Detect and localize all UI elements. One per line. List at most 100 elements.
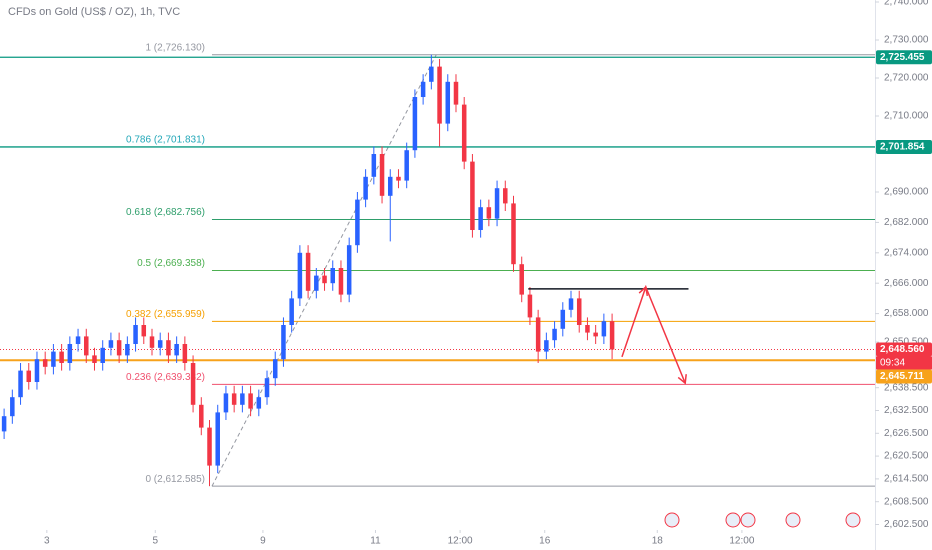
candle-body (215, 412, 220, 466)
candle-body (527, 294, 533, 318)
candle-body (371, 154, 377, 177)
y-tick-label: 2,690.000 (884, 187, 929, 198)
y-tick-label: 2,682.000 (884, 217, 929, 228)
candle-body (576, 298, 582, 325)
candle-body (264, 378, 270, 398)
candle-body (1, 416, 7, 432)
x-tick-label: 5 (153, 536, 159, 547)
y-tick-label: 2,602.500 (884, 519, 929, 530)
fib-label: 1 (2,726.130) (145, 42, 205, 53)
candle-body (445, 81, 451, 124)
candle-body (116, 340, 122, 356)
candle-body (544, 340, 549, 352)
y-tick-label: 2,608.500 (884, 496, 929, 507)
candle-body (51, 351, 56, 367)
candle-body (387, 176, 393, 196)
x-tick-label: 18 (652, 536, 664, 547)
event-icon[interactable] (740, 512, 756, 528)
candle-body (272, 359, 278, 379)
candle-body (494, 188, 500, 219)
chart-title: CFDs on Gold (US$ / OZ), 1h, TVC (8, 6, 180, 18)
candle-body (396, 176, 401, 181)
candle-body (453, 81, 459, 105)
fib-label: 0.382 (2,655.959) (126, 309, 205, 320)
fib-label: 0 (2,612.585) (145, 474, 205, 485)
candle-body (182, 343, 188, 363)
candle-body (338, 268, 344, 295)
x-tick-label: 11 (370, 536, 381, 547)
arrow-head (677, 374, 687, 385)
y-tick-label: 2,658.000 (884, 308, 929, 319)
fib-label: 0.618 (2,682.756) (126, 207, 205, 218)
candle-body (92, 355, 97, 363)
candle-body (166, 340, 171, 356)
countdown-label: 09:34 (880, 358, 905, 369)
x-tick-label: 12:00 (729, 536, 754, 547)
y-tick-label: 2,614.500 (884, 474, 929, 485)
event-icon[interactable] (785, 512, 801, 528)
candle-body (404, 150, 409, 181)
price-badge-label: 2,701.854 (880, 142, 925, 153)
y-tick-label: 2,730.000 (884, 35, 929, 46)
candle-body (174, 343, 179, 356)
price-badge (876, 342, 932, 357)
candle-body (297, 252, 303, 299)
candle-body (478, 207, 483, 231)
candle-body (207, 427, 212, 466)
candle-body (289, 298, 294, 325)
candle-body (486, 207, 492, 219)
candle-body (26, 370, 32, 382)
candle-body (511, 203, 516, 265)
x-tick-label: 12:00 (448, 536, 473, 547)
event-icon[interactable] (664, 512, 680, 528)
candle-body (535, 317, 541, 352)
candle-body (149, 336, 155, 348)
x-tick-label: 3 (44, 536, 50, 547)
candle-body (75, 336, 81, 344)
y-tick-label: 2,650.500 (884, 337, 929, 348)
candle-body (429, 66, 434, 82)
candle-body (42, 359, 48, 367)
candle-body (355, 199, 360, 246)
candle-body (437, 66, 442, 124)
candle-body (593, 332, 598, 337)
fib-label: 0.5 (2,669.358) (137, 258, 205, 269)
candle-body (67, 343, 73, 363)
candle-body (322, 275, 327, 284)
y-tick-label: 2,710.000 (884, 111, 929, 122)
candle-body (420, 81, 426, 98)
event-icon[interactable] (725, 512, 741, 528)
y-tick-label: 2,674.000 (884, 247, 929, 258)
candle-body (10, 397, 15, 417)
candle-body (470, 161, 475, 231)
fib-label: 0.236 (2,639.382) (126, 372, 205, 383)
candle-body (330, 268, 336, 284)
x-tick-label: 16 (539, 536, 551, 547)
y-tick-label: 2,620.500 (884, 451, 929, 462)
y-tick-label: 2,632.500 (884, 405, 929, 416)
candle-body (552, 328, 557, 341)
candle-body (141, 324, 147, 337)
y-tick-label: 2,720.000 (884, 73, 929, 84)
candle-body (231, 393, 237, 405)
y-tick-label: 2,740.000 (884, 0, 929, 8)
price-badge (876, 369, 932, 384)
candle-body (609, 321, 615, 350)
candle-body (379, 154, 385, 196)
candle-body (305, 252, 311, 291)
candle-body (256, 397, 262, 409)
price-badge (876, 139, 932, 154)
y-tick-label: 2,626.500 (884, 428, 929, 439)
candle-body (568, 298, 574, 310)
price-badge-label: 2,645.711 (880, 371, 924, 382)
candle-body (363, 176, 368, 200)
event-icons (664, 512, 861, 528)
candle-body (281, 324, 286, 360)
event-icon[interactable] (845, 512, 861, 528)
x-tick-label: 9 (260, 536, 266, 547)
candle-body (248, 393, 253, 409)
candle-body (34, 359, 40, 382)
candle-body (240, 393, 245, 405)
